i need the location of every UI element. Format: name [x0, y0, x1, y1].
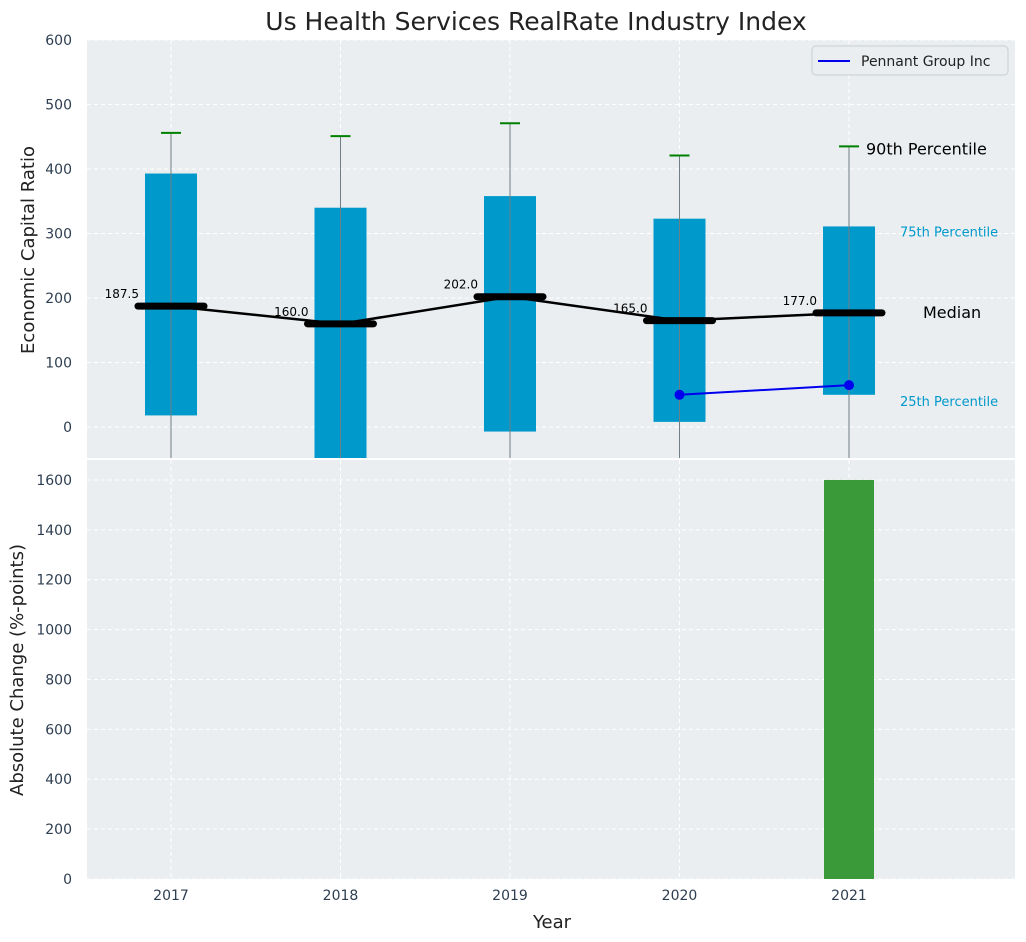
change-bar-2021 [824, 479, 874, 879]
top-grid [87, 39, 1015, 458]
annotation-90th: 90th Percentile [866, 139, 987, 158]
bottom-y-tick-400: 400 [45, 772, 72, 788]
top-plot-background [87, 40, 1015, 458]
chart-title: Us Health Services RealRate Industry Ind… [265, 7, 806, 36]
x-tick-2019: 2019 [492, 888, 528, 904]
company-point-2020 [674, 389, 685, 400]
x-tick-2021: 2021 [831, 888, 867, 904]
median-label-2017: 187.5 [105, 287, 139, 301]
company-line-0 [679, 384, 850, 396]
x-tick-2020: 2020 [662, 888, 698, 904]
median-series: 187.5 160.0 202.0 165.0 177.0 [105, 278, 886, 328]
bottom-y-tick-1000: 1000 [36, 623, 72, 639]
bottom-y-tick-200: 200 [45, 822, 72, 838]
top-panel: 0 100 200 300 400 500 600 187.5 160.0 202.0 165.0… [18, 33, 1015, 458]
top-y-tick-100: 100 [45, 356, 72, 372]
bottom-y-tick-1200: 1200 [36, 573, 72, 589]
bottom-y-axis-label: Absolute Change (%-points) [7, 544, 28, 796]
x-ticks: 2017 2018 2019 2020 2021 [153, 888, 867, 904]
change-bars [824, 479, 874, 879]
top-y-tick-400: 400 [45, 162, 72, 178]
bottom-plot-background [87, 460, 1015, 879]
x-axis-label: Year [532, 912, 572, 933]
top-y-ticks: 0 100 200 300 400 500 600 [45, 33, 72, 436]
median-label-2021: 177.0 [783, 294, 817, 308]
bottom-y-tick-800: 800 [45, 672, 72, 688]
annotation-25th: 25th Percentile [900, 395, 998, 410]
annotation-75th: 75th Percentile [900, 225, 998, 240]
median-label-2020: 165.0 [613, 302, 647, 316]
top-y-axis-label: Economic Capital Ratio [18, 146, 39, 354]
legend-label-pennant: Pennant Group Inc [861, 54, 990, 70]
percentile-annotations: 90th Percentile 75th Percentile Median 25th… [866, 139, 998, 409]
legend: Pennant Group Inc [811, 45, 1009, 76]
bottom-y-ticks: 0 200 400 600 800 1000 1200 1400 1600 [36, 473, 72, 888]
legend-box [811, 45, 1009, 76]
median-label-2018: 160.0 [274, 305, 308, 319]
top-y-tick-300: 300 [45, 227, 72, 243]
bottom-y-tick-1400: 1400 [36, 523, 72, 539]
bottom-y-tick-0: 0 [63, 872, 72, 888]
top-y-tick-200: 200 [45, 291, 72, 307]
company-point-2021 [844, 380, 854, 391]
annotation-median: Median [923, 303, 981, 322]
x-tick-2017: 2017 [153, 888, 189, 904]
bottom-y-tick-600: 600 [45, 722, 72, 738]
x-tick-2018: 2018 [323, 888, 359, 904]
company-series [674, 380, 854, 400]
top-y-tick-600: 600 [45, 33, 72, 49]
top-y-tick-500: 500 [45, 98, 72, 114]
bottom-y-tick-1600: 1600 [36, 473, 72, 489]
median-label-2019: 202.0 [444, 278, 478, 292]
top-y-tick-0: 0 [63, 420, 72, 436]
